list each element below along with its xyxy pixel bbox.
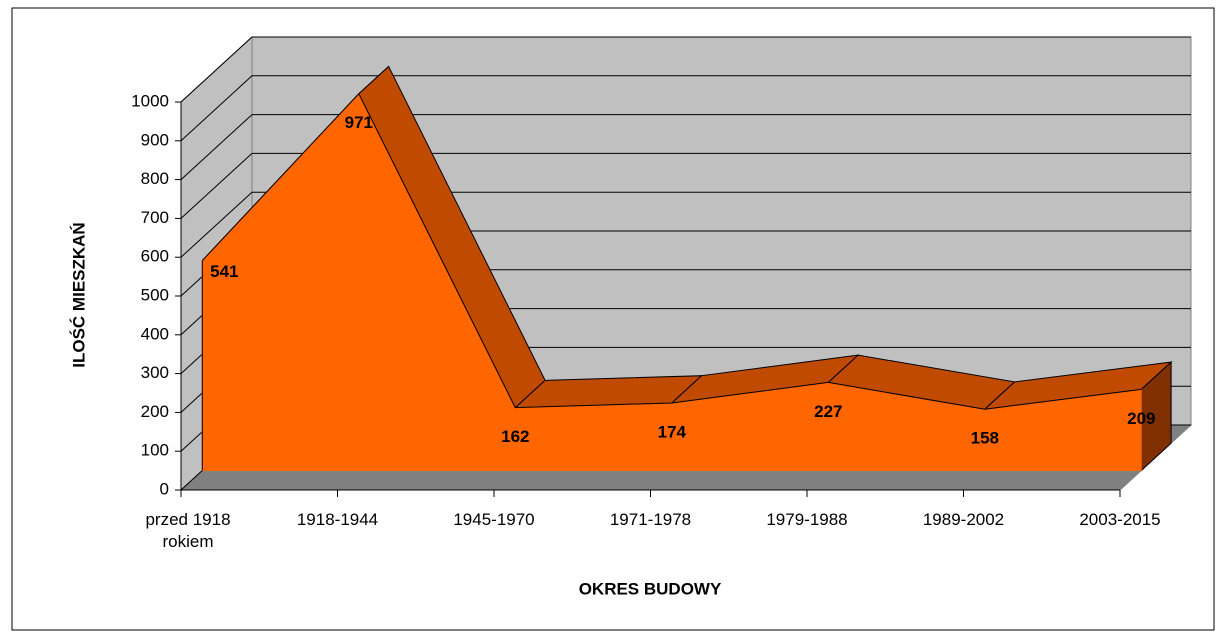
data-label: 162 xyxy=(501,427,529,446)
y-tick-label: 900 xyxy=(141,130,169,149)
y-tick-label: 200 xyxy=(141,402,169,421)
grid-line xyxy=(180,153,253,219)
data-label: 227 xyxy=(814,402,842,421)
area-front-edge xyxy=(201,92,1142,410)
x-tick-label: przed 1918 rokiem xyxy=(145,510,231,551)
x-tick-label: 1945-1970 xyxy=(453,510,535,529)
data-label: 541 xyxy=(210,262,238,281)
y-tick-label: 500 xyxy=(141,285,169,304)
data-label: 158 xyxy=(971,429,999,448)
y-tick-label: 600 xyxy=(141,247,169,266)
x-axis-title: OKRES BUDOWY xyxy=(579,579,722,598)
y-tick-label: 300 xyxy=(141,363,169,382)
y-tick-label: 700 xyxy=(141,208,169,227)
x-tick-label: 2003-2015 xyxy=(1079,510,1161,529)
data-label: 971 xyxy=(345,113,373,132)
x-tick-label: 1971-1978 xyxy=(609,510,692,529)
y-tick-label: 0 xyxy=(160,479,169,498)
grid-line xyxy=(180,36,253,103)
y-tick-label: 400 xyxy=(141,324,169,343)
grid-line xyxy=(180,114,253,180)
x-tick-label: 1918-1944 xyxy=(296,510,379,529)
grid-line xyxy=(180,191,253,258)
x-tick-label: 1979-1988 xyxy=(766,510,848,529)
data-label: 174 xyxy=(658,422,687,441)
x-tick-label: 1989-2002 xyxy=(922,510,1005,529)
y-tick-label: 800 xyxy=(141,169,169,188)
y-tick-label: 100 xyxy=(141,441,169,460)
data-label: 209 xyxy=(1127,409,1155,428)
grid-line xyxy=(180,75,253,142)
y-axis-title: ILOŚĆ MIESZKAŃ xyxy=(69,222,88,367)
y-tick-label: 1000 xyxy=(131,91,169,110)
